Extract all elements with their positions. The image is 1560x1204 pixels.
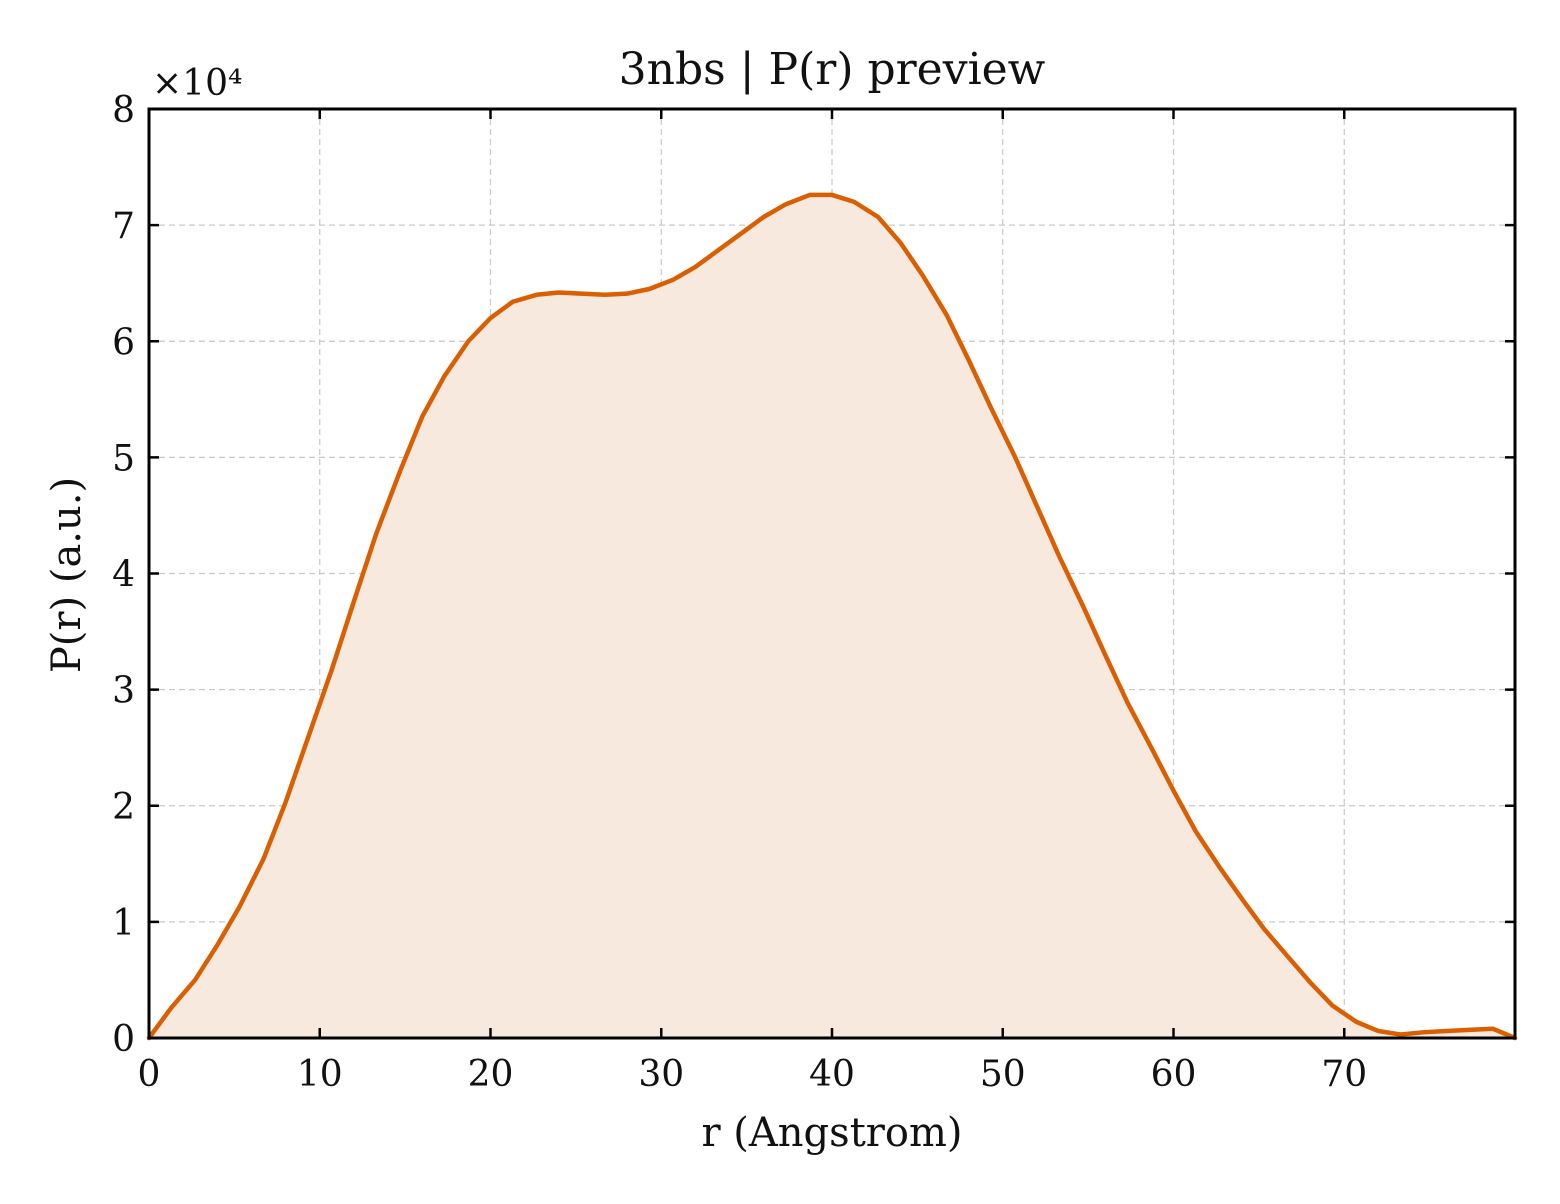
series-0-point-37 [989, 405, 993, 409]
series-0-point-23 [671, 278, 675, 282]
series-0-point-22 [647, 287, 651, 291]
series-0-point-8 [330, 668, 334, 672]
y-tick-label-8: 8 [112, 90, 135, 131]
series-0-point-7 [306, 736, 310, 740]
series-0-point-36 [967, 358, 971, 362]
series-0-point-14 [466, 339, 470, 343]
series-0-point-24 [693, 265, 697, 269]
series-0-point-55 [1399, 1033, 1403, 1037]
series-0-point-43 [1125, 700, 1129, 704]
series-0-point-18 [557, 290, 561, 294]
series-0-point-47 [1218, 865, 1222, 869]
y-axis-label: P(r) (a.u.) [44, 477, 90, 673]
series-0-point-48 [1240, 897, 1244, 901]
series-0-point-11 [398, 469, 402, 473]
series-0-point-12 [420, 415, 424, 419]
series-0-point-46 [1194, 829, 1198, 833]
series-0-point-56 [1423, 1030, 1427, 1034]
x-tick-label-1: 10 [297, 1054, 343, 1095]
series-0-point-29 [808, 193, 812, 197]
series-0-point-39 [1035, 504, 1039, 508]
series-0-point-31 [852, 200, 856, 204]
series-0-point-25 [716, 249, 720, 253]
series-0-point-13 [442, 374, 446, 378]
series-0-point-28 [784, 202, 788, 206]
series-0-point-40 [1057, 554, 1061, 558]
series-0-point-53 [1354, 1020, 1358, 1024]
y-axis-multiplier: ×10⁴ [152, 63, 242, 104]
series-0-point-19 [579, 292, 583, 296]
series-0-point-21 [625, 292, 629, 296]
series-0-point-35 [944, 313, 948, 317]
x-tick-label-3: 30 [638, 1054, 684, 1095]
x-tick-label-6: 60 [1151, 1054, 1197, 1095]
y-tick-label-5: 5 [112, 438, 135, 479]
series-0-point-42 [1103, 653, 1107, 657]
series-line-layer [146, 192, 1518, 1041]
series-0-point-2 [193, 978, 197, 982]
series-0-point-32 [876, 215, 880, 219]
series-0-point-15 [489, 316, 493, 320]
series-0-point-57 [1445, 1029, 1449, 1033]
series-0-point-27 [762, 215, 766, 219]
y-tick-label-2: 2 [112, 787, 135, 828]
x-tick-label-5: 50 [980, 1054, 1026, 1095]
series-0-point-52 [1330, 1003, 1334, 1007]
y-tick-label-3: 3 [112, 671, 135, 712]
series-0-point-16 [511, 300, 515, 304]
x-tick-label-2: 20 [468, 1054, 514, 1095]
series-0-point-20 [603, 293, 607, 297]
y-tick-label-7: 7 [112, 206, 135, 247]
x-tick-label-4: 40 [809, 1054, 855, 1095]
y-tick-label-1: 1 [112, 903, 135, 944]
series-0-point-1 [169, 1006, 173, 1010]
series-0-point-58 [1467, 1028, 1471, 1032]
series-0-point-50 [1286, 955, 1290, 959]
series-0-point-49 [1262, 927, 1266, 931]
series-0-point-30 [830, 193, 834, 197]
series-0-point-38 [1013, 454, 1017, 458]
y-tick-label-4: 4 [112, 555, 135, 596]
series-0-point-59 [1491, 1027, 1495, 1031]
series-0-point-6 [284, 800, 288, 804]
x-tick-label-0: 0 [138, 1054, 161, 1095]
series-0-point-5 [261, 857, 265, 861]
axis-ticks-layer: 0 10 20 30 40 50 60 70 0 1 2 3 4 5 6 7 8 [112, 90, 1515, 1095]
series-0-point-41 [1081, 604, 1085, 608]
series-0-point-26 [740, 231, 744, 235]
series-0-point-44 [1149, 746, 1153, 750]
series-0-point-4 [238, 905, 242, 909]
y-tick-label-6: 6 [112, 322, 135, 363]
series-0-point-51 [1308, 980, 1312, 984]
chart-title: 3nbs | P(r) preview [619, 44, 1046, 95]
series-0-area [149, 194, 1515, 1038]
series-0-point-10 [374, 532, 378, 536]
y-tick-label-0: 0 [112, 1019, 135, 1060]
series-0-point-9 [352, 599, 356, 603]
area-fill-layer [149, 194, 1515, 1038]
x-axis-label: r (Angstrom) [701, 1110, 962, 1156]
series-0-point-33 [898, 241, 902, 245]
series-0-point-54 [1376, 1029, 1380, 1033]
x-tick-label-7: 70 [1321, 1054, 1367, 1095]
series-0-point-3 [215, 943, 219, 947]
series-0-line [146, 192, 1518, 1041]
series-0-point-17 [535, 293, 539, 297]
series-0-point-45 [1172, 789, 1176, 793]
series-0-point-34 [921, 273, 925, 277]
